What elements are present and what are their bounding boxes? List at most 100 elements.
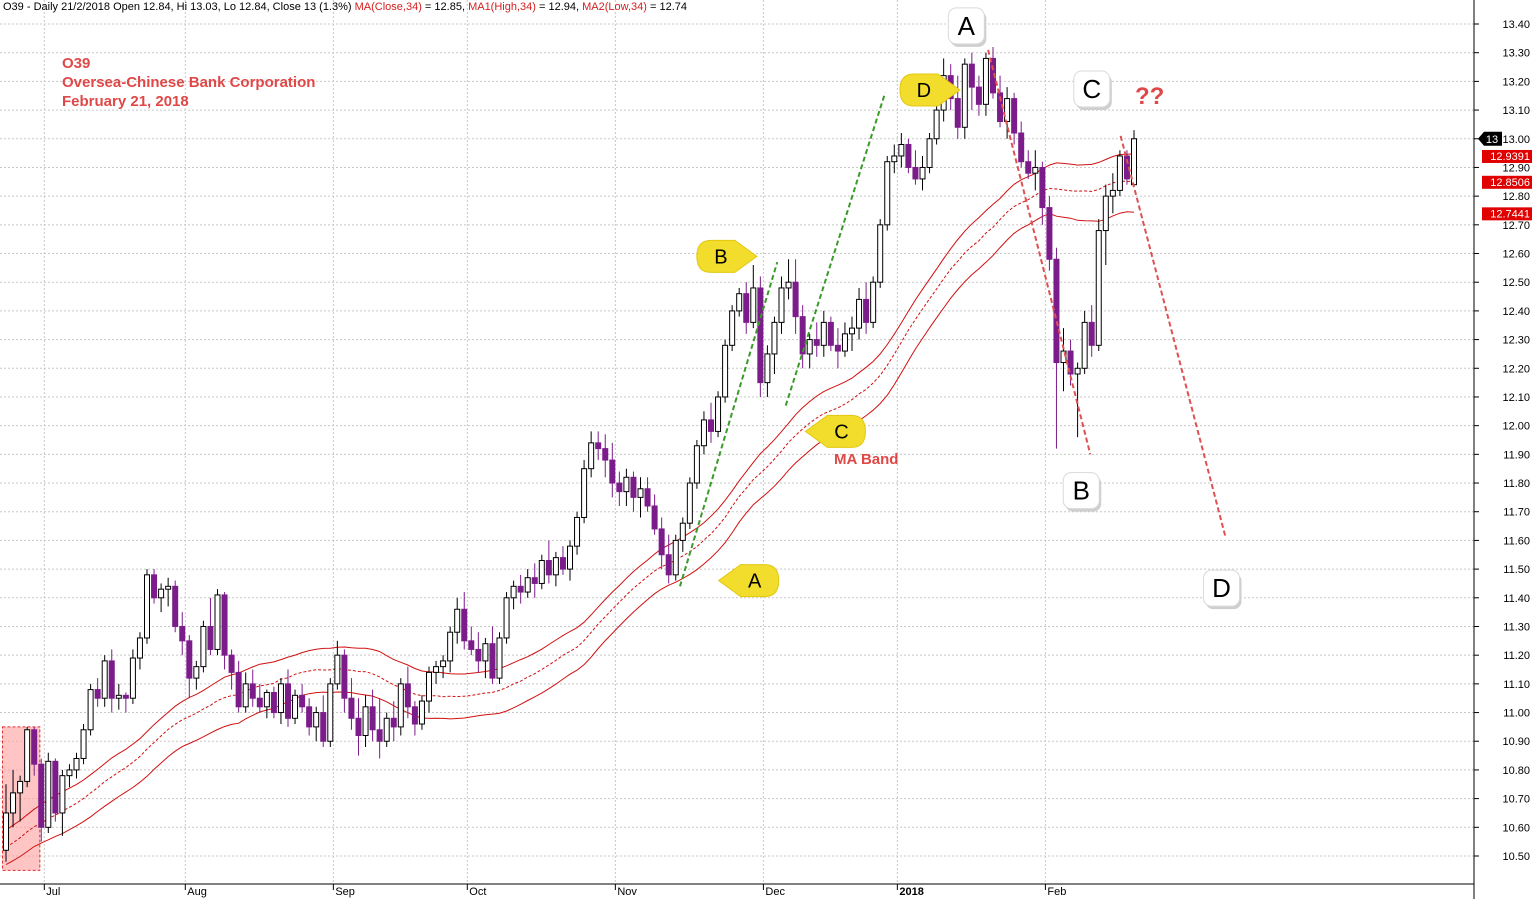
y-tick-label: 11.00 — [1503, 708, 1530, 720]
y-tick-label: 13.10 — [1502, 105, 1530, 117]
candle-up — [17, 775, 24, 822]
y-tick-label: 11.40 — [1503, 593, 1530, 605]
wave-labels: A C B D B D C A — [696, 7, 1242, 610]
candle-down — [249, 669, 256, 707]
green-trendline — [784, 92, 887, 406]
candle-down — [285, 669, 291, 727]
x-tick-label: Aug — [187, 886, 207, 898]
candle-down — [1011, 92, 1018, 145]
candle-up — [722, 339, 729, 403]
candle-up — [686, 477, 693, 529]
candle-up — [503, 592, 510, 644]
candle-down — [256, 683, 263, 713]
candle-down — [559, 546, 566, 575]
svg-text:A: A — [748, 571, 762, 593]
candle-down — [1018, 121, 1025, 168]
candle-down — [968, 52, 975, 111]
candle-up — [982, 52, 989, 116]
candle-up — [820, 310, 827, 357]
header-ma2: MA2(Low,34) — [582, 1, 647, 13]
candle-down — [602, 434, 609, 478]
candle-down — [355, 698, 362, 756]
svg-text:A: A — [958, 11, 976, 41]
candle-up — [623, 468, 630, 506]
candle-up — [538, 554, 545, 590]
candle-up — [158, 583, 165, 613]
candle-down — [270, 686, 277, 719]
x-tick-label: Dec — [765, 886, 785, 898]
candle-down — [827, 316, 834, 352]
candle-up — [679, 517, 686, 552]
candle-down — [122, 692, 129, 713]
wave-label-a: A — [947, 7, 987, 47]
candle-down — [905, 138, 912, 174]
candle-up — [961, 58, 968, 139]
candle-down — [975, 75, 982, 116]
candle-up — [263, 689, 270, 719]
candle-up — [482, 637, 489, 679]
candle-down — [390, 701, 397, 742]
y-tick-label: 12.80 — [1502, 191, 1530, 203]
candle-up — [24, 726, 31, 788]
candle-up — [433, 660, 440, 684]
candle-down — [630, 471, 637, 512]
plot-background — [0, 0, 1474, 884]
candle-up — [73, 752, 80, 779]
y-tick-label: 11.30 — [1503, 621, 1530, 633]
candle-up — [884, 155, 891, 231]
candle-up — [672, 534, 679, 581]
candle-up — [510, 580, 517, 610]
price-tag: 12.9391 — [1482, 149, 1532, 163]
candle-down — [461, 592, 468, 650]
pointer-label-b: B — [696, 239, 758, 273]
x-tick-label: Feb — [1047, 886, 1066, 898]
svg-text:D: D — [917, 80, 931, 102]
header-prefix: O39 - Daily 21/2/2018 Open 12.84, Hi 13.… — [3, 1, 352, 13]
candle-up — [778, 276, 785, 334]
candle-up — [334, 640, 341, 690]
candle-down — [743, 282, 750, 334]
header-ma: MA(Close,34) — [354, 1, 422, 13]
ma-low-line — [5, 211, 1135, 866]
candle-down — [616, 471, 623, 506]
candle-down — [813, 322, 820, 357]
y-tick-label: 13.20 — [1502, 76, 1530, 88]
candle-down — [1053, 247, 1060, 449]
y-tick-label: 12.40 — [1502, 306, 1530, 318]
price-tag: 12.8506 — [1482, 175, 1532, 189]
axes — [0, 0, 1475, 899]
candle-down — [912, 150, 919, 185]
candle-down — [94, 678, 101, 707]
candle-down — [757, 276, 764, 397]
candle-down — [186, 635, 193, 699]
header-ma1-value: = 12.94, — [535, 1, 583, 13]
y-tick-label: 11.10 — [1503, 679, 1530, 691]
candle-down — [235, 660, 242, 713]
candle-up — [567, 540, 573, 581]
y-tick-label: 10.50 — [1502, 851, 1530, 863]
candle-down — [489, 626, 496, 684]
header-ma2-value: = 12.74 — [646, 1, 687, 13]
candle-up — [10, 769, 17, 828]
question-label: ?? — [1135, 83, 1164, 110]
candle-down — [1039, 161, 1046, 225]
wave-label-d: D — [1203, 569, 1242, 610]
candle-up — [200, 620, 207, 673]
y-tick-label: 10.60 — [1502, 822, 1530, 834]
candle-down — [207, 597, 214, 656]
candle-up — [327, 678, 334, 747]
y-tick-label: 11.70 — [1503, 507, 1530, 519]
candle-up — [101, 655, 108, 707]
red-trendline — [1119, 135, 1227, 538]
chart-company: Oversea-Chinese Bank Corporation — [62, 74, 316, 91]
candle-up — [1032, 150, 1039, 191]
candle-up — [45, 752, 52, 834]
candle-up — [926, 133, 933, 174]
candle-down — [863, 282, 870, 334]
chart-ticker: O39 — [62, 55, 91, 72]
candle-up — [426, 666, 432, 713]
candle-up — [877, 219, 884, 288]
candle-down — [306, 698, 313, 736]
candle-up — [362, 695, 369, 747]
price-tag: 12.7441 — [1482, 207, 1532, 221]
